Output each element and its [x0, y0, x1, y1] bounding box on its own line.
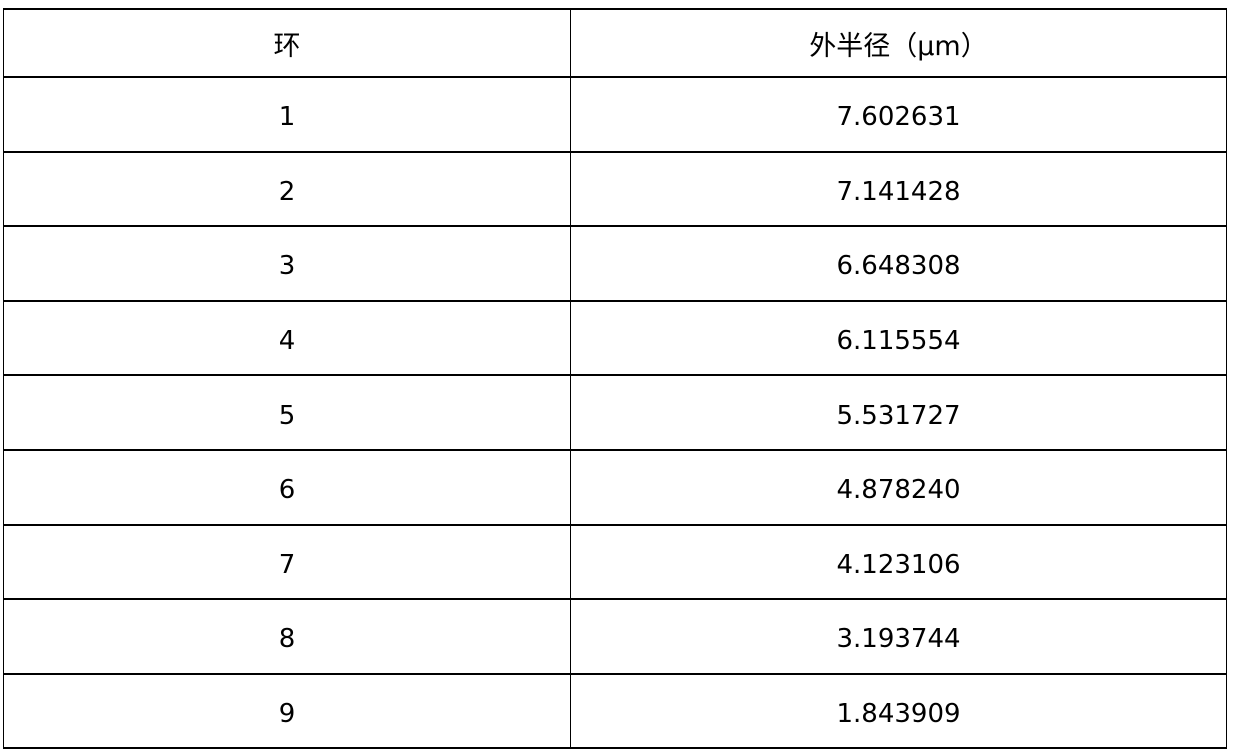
outer-radius-cell: 6.115554 — [570, 299, 1227, 377]
table-row: 4 6.115554 — [3, 299, 1227, 377]
table-row: 3 6.648308 — [3, 225, 1227, 302]
ring-cell: 9 — [3, 672, 571, 749]
outer-radius-cell: 3.193744 — [570, 598, 1227, 675]
table-row: 5 5.531727 — [3, 374, 1227, 451]
ring-cell: 5 — [3, 374, 571, 451]
table-row: 2 7.141428 — [3, 150, 1227, 228]
ring-cell: 3 — [3, 225, 571, 302]
data-table: 环 外半径（μm） 1 7.602631 2 7.141428 3 6.648308 4 6.… — [3, 8, 1227, 749]
outer-radius-cell: 4.878240 — [570, 448, 1227, 526]
table-row: 1 7.602631 — [3, 76, 1227, 153]
outer-radius-cell: 7.141428 — [570, 150, 1227, 228]
header-row: 环 外半径（μm） — [3, 8, 1227, 78]
outer-radius-cell: 5.531727 — [570, 374, 1227, 451]
ring-cell: 2 — [3, 150, 571, 228]
table-row: 7 4.123106 — [3, 523, 1227, 601]
outer-radius-cell: 6.648308 — [570, 225, 1227, 302]
table-row: 9 1.843909 — [3, 672, 1227, 749]
outer-radius-cell: 4.123106 — [570, 523, 1227, 601]
ring-cell: 8 — [3, 598, 571, 675]
outer-radius-cell: 7.602631 — [570, 76, 1227, 153]
ring-cell: 6 — [3, 448, 571, 526]
header-ring: 环 — [3, 8, 571, 78]
table-row: 6 4.878240 — [3, 448, 1227, 526]
ring-cell: 4 — [3, 299, 571, 377]
outer-radius-cell: 1.843909 — [570, 672, 1227, 749]
header-outer-radius: 外半径（μm） — [570, 8, 1227, 78]
ring-cell: 7 — [3, 523, 571, 601]
table-row: 8 3.193744 — [3, 598, 1227, 675]
ring-cell: 1 — [3, 76, 571, 153]
